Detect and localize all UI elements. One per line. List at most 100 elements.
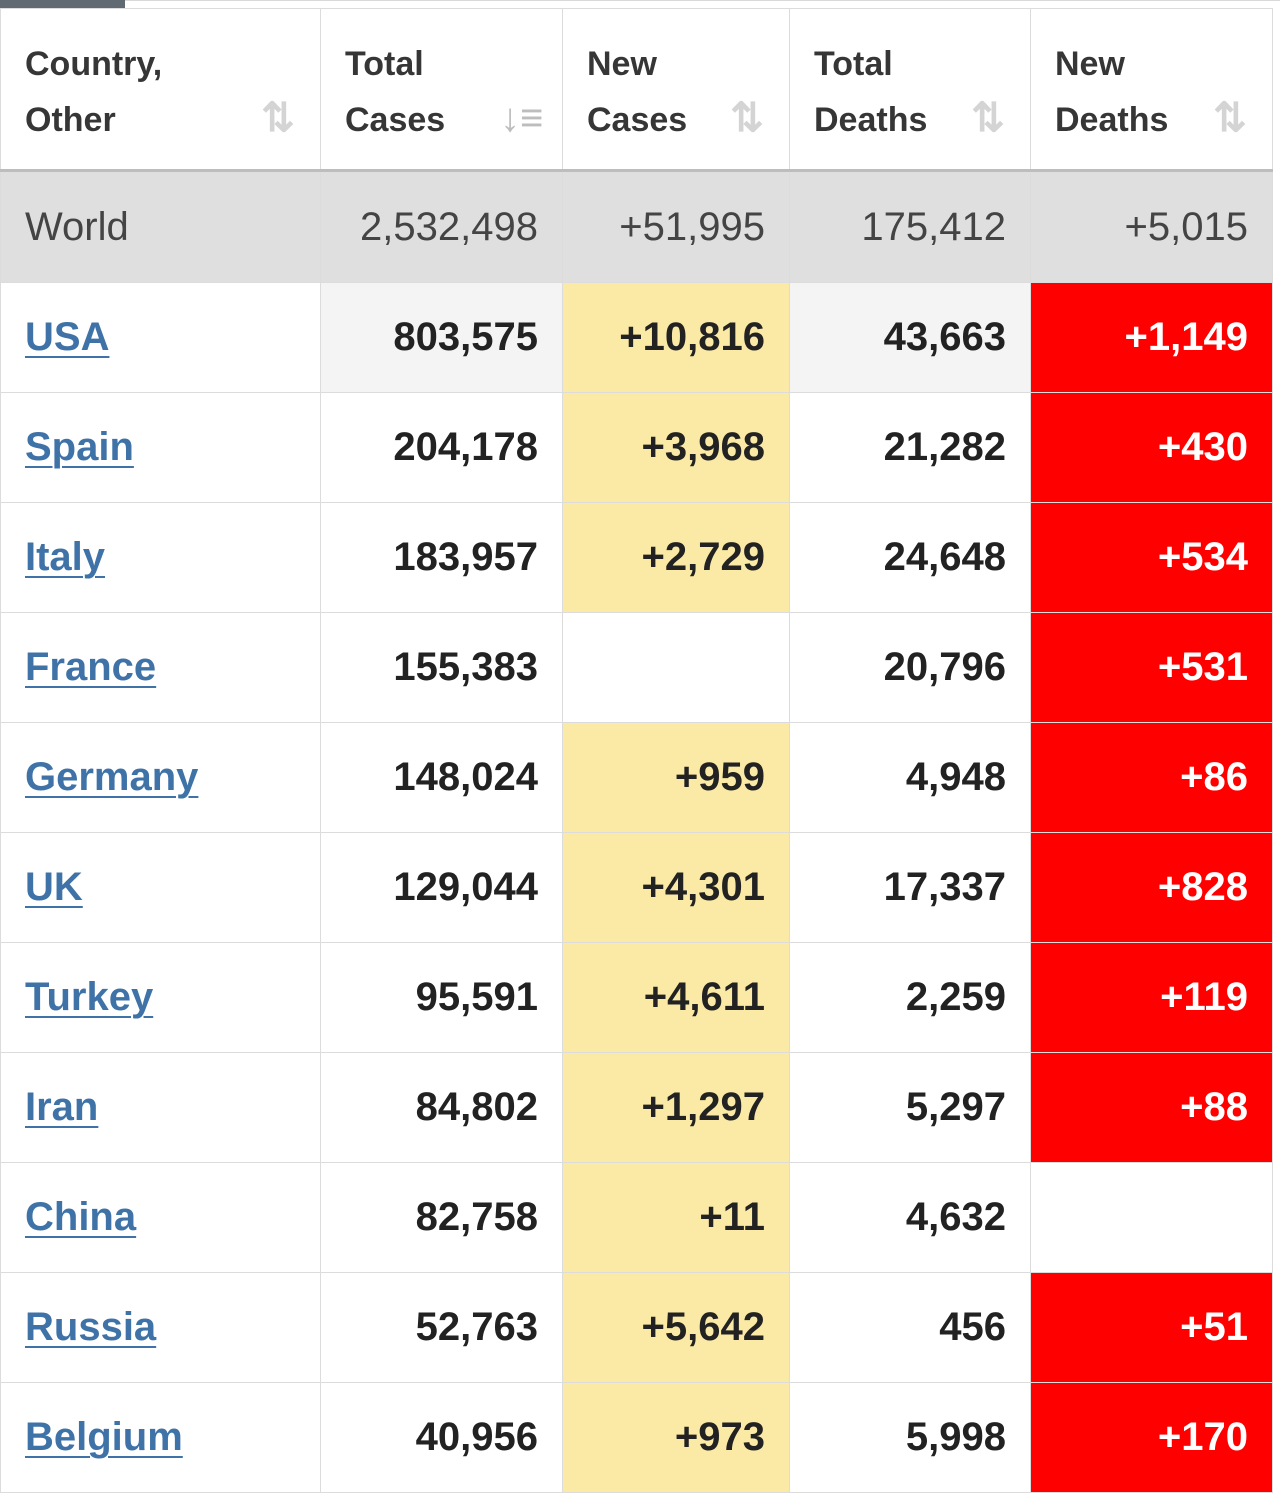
total-deaths-cell: 21,282 [789,392,1031,503]
new-deaths-cell: +170 [1030,1382,1273,1493]
country-link[interactable]: UK [25,865,83,909]
header-total-deaths[interactable]: Total Deaths ⇅ [789,8,1031,172]
sort-arrows-icon[interactable]: ⇅ [730,96,764,140]
country-cell: China [0,1162,321,1273]
country-cell: Iran [0,1052,321,1163]
new-deaths-cell: +534 [1030,502,1273,613]
country-cell: France [0,612,321,723]
header-new-cases-label: New Cases [587,45,688,139]
country-link[interactable]: Germany [25,755,199,799]
country-link[interactable]: Russia [25,1305,157,1349]
total-cases-cell: 129,044 [320,832,563,943]
new-deaths-cell: +51 [1030,1272,1273,1383]
country-link[interactable]: Iran [25,1085,99,1129]
new-cases-cell: +1,297 [562,1052,790,1163]
country-cell: Belgium [0,1382,321,1493]
country-link[interactable]: Spain [25,425,134,469]
total-cases-cell: 148,024 [320,722,563,833]
new-deaths-cell: +1,149 [1030,282,1273,393]
country-cell: Russia [0,1272,321,1383]
table-row[interactable]: Iran 84,802 +1,297 5,297 +88 [0,1052,1273,1163]
total-deaths-cell: 20,796 [789,612,1031,723]
total-deaths-cell: 4,948 [789,722,1031,833]
table-row[interactable]: France 155,383 20,796 +531 [0,612,1273,723]
new-cases-cell: +4,611 [562,942,790,1053]
country-link[interactable]: France [25,645,157,689]
new-deaths-cell: +88 [1030,1052,1273,1163]
country-cell: Germany [0,722,321,833]
new-cases-cell: +3,968 [562,392,790,503]
covid-stats-table: Country, Other ⇅ Total Cases ↓≡ New Case… [0,8,1273,1493]
total-deaths-cell: 5,297 [789,1052,1031,1163]
table-row[interactable]: Germany 148,024 +959 4,948 +86 [0,722,1273,833]
country-link[interactable]: Italy [25,535,106,579]
total-deaths-cell: 43,663 [789,282,1031,393]
total-cases-cell: 40,956 [320,1382,563,1493]
top-divider [125,0,1280,1]
total-cases-cell: 155,383 [320,612,563,723]
total-cases-cell: 84,802 [320,1052,563,1163]
total-cases-cell: 52,763 [320,1272,563,1383]
new-cases-cell: +973 [562,1382,790,1493]
world-country-cell: World [0,170,321,283]
table-row[interactable]: Spain 204,178 +3,968 21,282 +430 [0,392,1273,503]
new-deaths-cell [1030,1162,1273,1273]
table-row[interactable]: Russia 52,763 +5,642 456 +51 [0,1272,1273,1383]
new-cases-cell [562,612,790,723]
country-cell: USA [0,282,321,393]
sort-desc-icon[interactable]: ↓≡ [500,96,544,140]
country-link[interactable]: USA [25,315,110,359]
new-cases-cell: +959 [562,722,790,833]
total-deaths-cell: 456 [789,1272,1031,1383]
new-deaths-cell: +86 [1030,722,1273,833]
new-deaths-cell: +430 [1030,392,1273,503]
new-cases-cell: +2,729 [562,502,790,613]
header-total-cases[interactable]: Total Cases ↓≡ [320,8,563,172]
total-deaths-cell: 4,632 [789,1162,1031,1273]
total-cases-cell: 803,575 [320,282,563,393]
new-cases-cell: +4,301 [562,832,790,943]
top-tab-indicator [0,0,125,8]
total-cases-cell: 183,957 [320,502,563,613]
new-cases-cell: +10,816 [562,282,790,393]
country-cell: Spain [0,392,321,503]
sort-arrows-icon[interactable]: ⇅ [971,96,1005,140]
total-cases-cell: 82,758 [320,1162,563,1273]
country-cell: UK [0,832,321,943]
header-new-cases[interactable]: New Cases ⇅ [562,8,790,172]
new-deaths-cell: +119 [1030,942,1273,1053]
country-link[interactable]: Turkey [25,975,154,1019]
table-row[interactable]: Turkey 95,591 +4,611 2,259 +119 [0,942,1273,1053]
sort-arrows-icon[interactable]: ⇅ [261,96,295,140]
country-link[interactable]: China [25,1195,137,1239]
country-link[interactable]: Belgium [25,1415,183,1459]
world-new-cases-cell: +51,995 [562,170,790,283]
new-deaths-cell: +531 [1030,612,1273,723]
header-total-deaths-label: Total Deaths [814,45,928,139]
header-country[interactable]: Country, Other ⇅ [0,8,321,172]
header-new-deaths-label: New Deaths [1055,45,1169,139]
world-new-deaths-cell: +5,015 [1030,170,1273,283]
world-total-row: World 2,532,498 +51,995 175,412 +5,015 [0,170,1273,283]
total-deaths-cell: 17,337 [789,832,1031,943]
total-deaths-cell: 5,998 [789,1382,1031,1493]
table-row[interactable]: Italy 183,957 +2,729 24,648 +534 [0,502,1273,613]
country-cell: Italy [0,502,321,613]
header-country-label: Country, Other [25,45,163,139]
world-total-cases-cell: 2,532,498 [320,170,563,283]
header-row: Country, Other ⇅ Total Cases ↓≡ New Case… [0,8,1273,172]
country-cell: Turkey [0,942,321,1053]
new-cases-cell: +5,642 [562,1272,790,1383]
table-row[interactable]: Belgium 40,956 +973 5,998 +170 [0,1382,1273,1493]
table-row[interactable]: China 82,758 +11 4,632 [0,1162,1273,1273]
sort-arrows-icon[interactable]: ⇅ [1213,96,1247,140]
total-deaths-cell: 2,259 [789,942,1031,1053]
table-row[interactable]: UK 129,044 +4,301 17,337 +828 [0,832,1273,943]
header-new-deaths[interactable]: New Deaths ⇅ [1030,8,1273,172]
total-cases-cell: 204,178 [320,392,563,503]
new-cases-cell: +11 [562,1162,790,1273]
new-deaths-cell: +828 [1030,832,1273,943]
header-total-cases-label: Total Cases [345,45,446,139]
table-row[interactable]: USA 803,575 +10,816 43,663 +1,149 [0,282,1273,393]
world-total-deaths-cell: 175,412 [789,170,1031,283]
